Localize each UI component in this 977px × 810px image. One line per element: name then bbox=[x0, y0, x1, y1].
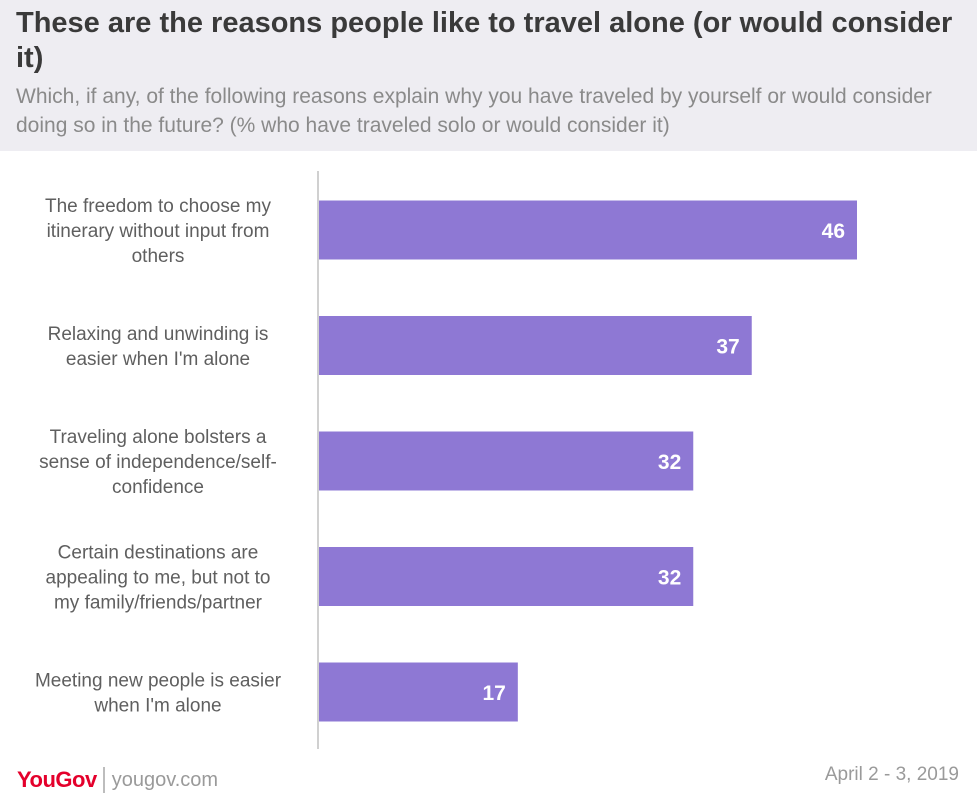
category-label-0: The freedom to choose my itinerary withou… bbox=[45, 196, 271, 267]
bar-3 bbox=[319, 547, 694, 606]
category-label-line: itinerary without input from bbox=[47, 221, 270, 242]
bar-4 bbox=[319, 662, 518, 722]
footer-logo: YouGov yougov.com bbox=[17, 766, 218, 794]
category-label-line: others bbox=[132, 246, 185, 267]
yougov-logo: YouGov bbox=[17, 767, 97, 792]
category-label-line: Meeting new people is easier bbox=[35, 671, 282, 692]
category-label-line: my family/friends/partner bbox=[54, 593, 263, 614]
bar-value-label-4: 17 bbox=[482, 682, 505, 705]
category-label-line: confidence bbox=[112, 477, 204, 498]
category-label-line: The freedom to choose my bbox=[45, 196, 271, 217]
bar-value-label-2: 32 bbox=[658, 451, 681, 474]
category-label-2: Traveling alone bolsters a sense of indep… bbox=[39, 427, 277, 498]
category-label-3: Certain destinations are appealing to me,… bbox=[46, 543, 271, 614]
category-label-line: easier when I'm alone bbox=[66, 349, 250, 370]
category-label-4: Meeting new people is easier when I'm alo… bbox=[35, 671, 282, 717]
chart-title: These are the reasons people like to tra… bbox=[16, 7, 953, 74]
category-label-line: Traveling alone bolsters a bbox=[50, 427, 267, 448]
bar-0 bbox=[319, 200, 857, 260]
survey-date: April 2 - 3, 2019 bbox=[824, 764, 959, 785]
category-label-line: Relaxing and unwinding is bbox=[48, 324, 269, 345]
category-label-line: Certain destinations are bbox=[58, 543, 259, 564]
header-band: These are the reasons people like to tra… bbox=[0, 0, 977, 151]
bar-1 bbox=[319, 316, 752, 375]
bar-value-label-0: 46 bbox=[822, 220, 845, 243]
site-url: yougov.com bbox=[111, 768, 219, 791]
category-label-line: appealing to me, but not to bbox=[46, 568, 271, 589]
category-label-1: Relaxing and unwinding is easier when I'm… bbox=[48, 324, 269, 370]
bar-value-label-1: 37 bbox=[716, 336, 739, 359]
bar-2 bbox=[319, 431, 694, 491]
chart-subtitle: Which, if any, of the following reasons … bbox=[16, 85, 932, 137]
bar-chart: 46 The freedom to choose my itinerary with… bbox=[35, 171, 857, 749]
logo-divider bbox=[102, 767, 105, 793]
category-label-line: when I'm alone bbox=[93, 696, 221, 717]
category-label-line: sense of independence/self- bbox=[39, 452, 277, 473]
bar-value-label-3: 32 bbox=[658, 567, 681, 590]
